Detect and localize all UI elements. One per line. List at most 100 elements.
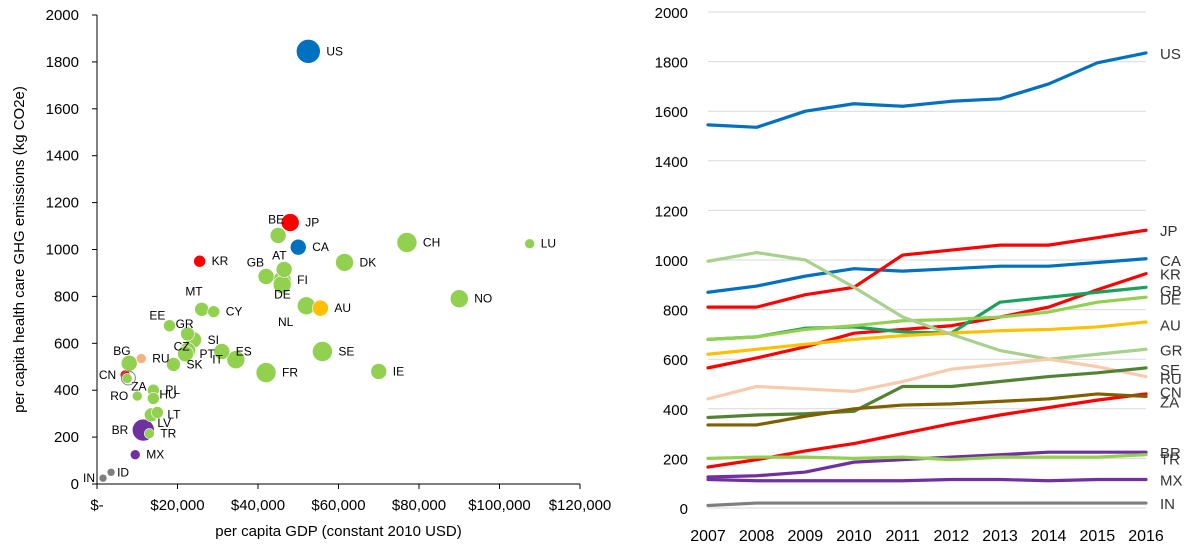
series-label-us: US (1160, 46, 1181, 63)
y-tick-label: 600 (54, 335, 79, 352)
series-label-gr: GR (1160, 342, 1183, 359)
point-label-cn: CN (99, 368, 116, 382)
scatter-point-pt (177, 345, 194, 363)
series-line-za (706, 392, 1148, 427)
series-label-de: DE (1160, 291, 1181, 308)
x-tick-label: $60,000 (311, 497, 365, 514)
series-line-ca (706, 257, 1148, 294)
series-line-kr (706, 228, 1148, 309)
x-tick-label: 2009 (788, 528, 824, 545)
scatter-point-cy (207, 305, 221, 318)
y-tick-label: 1400 (46, 148, 79, 165)
scatter-point-fr (255, 362, 277, 383)
x-tick-label: $20,000 (150, 497, 204, 514)
point-label-nl: NL (278, 315, 294, 329)
x-tick-label: 2010 (836, 528, 872, 545)
scatter-point-lu (524, 238, 535, 249)
series-line-tr (706, 453, 1148, 462)
point-label-lt: LT (167, 407, 181, 421)
series-label-cn: CN (1160, 384, 1182, 401)
series-line-gb (706, 285, 1148, 341)
x-tick-label: 2013 (982, 528, 1018, 545)
scatter-point-ch (396, 232, 418, 253)
point-label-cy: CY (226, 305, 243, 319)
series-label-kr: KR (1160, 267, 1181, 284)
y-axis-title: per capita health care GHG emissions (kg… (11, 86, 28, 413)
point-label-in: IN (83, 471, 95, 485)
scatter-point-no (449, 289, 469, 309)
point-label-de: DE (274, 288, 291, 302)
scatter-point-dk (335, 253, 354, 272)
series-line-us (706, 51, 1148, 129)
x-tick-label: $100,000 (468, 497, 531, 514)
point-label-kr: KR (212, 254, 229, 268)
scatter-point-us (296, 39, 321, 64)
x-axis-title: per capita GDP (constant 2010 USD) (215, 523, 462, 540)
point-label-it: IT (212, 353, 223, 367)
scatter-point-ca (289, 238, 307, 256)
point-label-dk: DK (360, 255, 377, 269)
point-label-bg: BG (113, 344, 130, 358)
x-tick-label: 2011 (885, 528, 920, 545)
point-label-at: AT (272, 248, 287, 262)
scatter-point-id (106, 467, 116, 477)
x-tick-label: $80,000 (392, 497, 446, 514)
series-line-gr (706, 250, 1148, 361)
highlight-ring (120, 370, 136, 386)
scatter-point-za (121, 373, 133, 384)
y-tick-label: 1000 (655, 253, 688, 270)
scatter-point-lt (151, 406, 164, 419)
series-line-ru (706, 357, 1148, 401)
y-tick-label: 1800 (46, 54, 79, 71)
series-label-ca: CA (1160, 253, 1181, 270)
x-tick-label: 2007 (690, 528, 726, 545)
point-label-ca: CA (312, 240, 329, 254)
point-label-fi: FI (297, 273, 308, 287)
point-label-jp: JP (305, 216, 319, 230)
series-line-mx (706, 477, 1148, 483)
y-tick-label: 1200 (46, 195, 79, 212)
scatter-point-be (269, 227, 287, 244)
series-label-se: SE (1160, 362, 1180, 379)
point-label-ie: IE (393, 364, 404, 378)
series-label-mx: MX (1160, 472, 1183, 489)
point-label-no: NO (474, 292, 492, 306)
y-tick-label: 800 (663, 303, 688, 320)
series-label-br: BR (1160, 445, 1181, 462)
point-label-ee: EE (149, 309, 165, 323)
line-chart: 0 200 400 600 800 1000 1200 1400 1600 1800 2000 200… (655, 5, 1183, 545)
point-label-fr: FR (282, 366, 298, 380)
x-tick-label: 2012 (934, 528, 970, 545)
scatter-point-es (213, 343, 231, 360)
y-tick-label: 2000 (655, 5, 688, 22)
y-tick-label: 400 (663, 402, 688, 419)
point-label-es: ES (236, 345, 252, 359)
scatter-point-in (98, 473, 108, 483)
series-line-au (706, 320, 1148, 356)
x-tick-label: 2015 (1080, 528, 1116, 545)
scatter-point-hu (147, 392, 160, 405)
series-line-in (706, 501, 1148, 508)
y-tick-label: 1000 (46, 242, 79, 259)
y-tick-label: 1600 (46, 101, 79, 118)
scatter-point-it (226, 350, 246, 370)
point-label-id: ID (117, 465, 129, 479)
scatter-point-kr (193, 254, 206, 268)
point-label-us: US (326, 44, 343, 58)
scatter-point-ie (370, 363, 388, 380)
scatter-point-gr (180, 326, 195, 342)
y-tick-label: 800 (54, 288, 79, 305)
scatter-point-ru (135, 353, 147, 364)
series-label-jp: JP (1160, 223, 1178, 240)
x-tick-label: 2016 (1128, 528, 1164, 545)
y-tick-label: 1800 (655, 55, 688, 72)
series-line-se (706, 392, 1148, 469)
scatter-point-gb (257, 268, 275, 285)
point-label-ch: CH (423, 235, 440, 249)
scatter-point-mx (129, 449, 141, 460)
x-tick-label: $40,000 (231, 497, 285, 514)
y-tick-label: 2000 (46, 7, 79, 24)
point-label-pt: PT (200, 347, 216, 361)
point-label-br: BR (112, 423, 129, 437)
